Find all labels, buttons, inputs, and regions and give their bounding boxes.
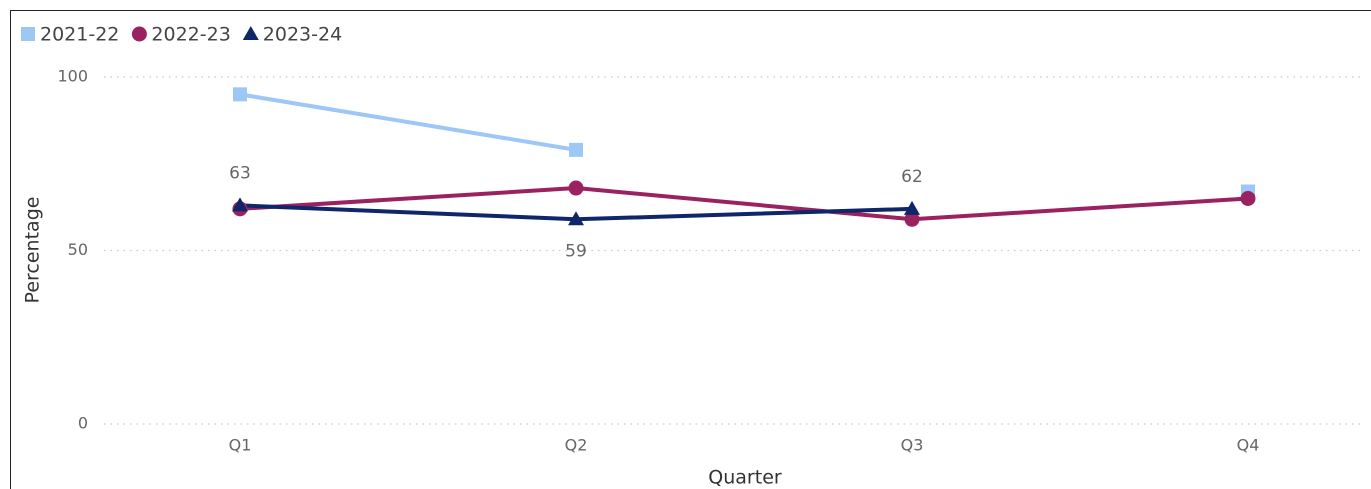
x-axis-title: Quarter (708, 467, 782, 489)
marker (904, 200, 920, 215)
data-label: 59 (565, 241, 587, 261)
x-tick-label: Q4 (1237, 436, 1260, 455)
legend-item: 2023-24 (242, 24, 342, 46)
y-tick-label: 50 (68, 240, 88, 259)
legend-item: 2021-22 (21, 24, 119, 46)
frame (10, 10, 1371, 489)
legend-label: 2021-22 (40, 24, 119, 46)
y-axis-title: Percentage (22, 197, 44, 304)
x-tick-label: Q3 (901, 436, 924, 455)
y-tick-label: 100 (57, 67, 88, 86)
data-label: 63 (229, 163, 251, 183)
marker (1240, 190, 1256, 206)
marker (568, 211, 584, 226)
marker (131, 26, 147, 42)
legend-item: 2022-23 (131, 24, 231, 46)
legend-label: 2022-23 (151, 24, 230, 46)
marker (233, 87, 247, 102)
marker (904, 211, 920, 227)
series-line (239, 186, 1249, 222)
marker (242, 26, 259, 40)
marker (569, 142, 583, 157)
marker (232, 197, 248, 212)
x-tick-label: Q2 (565, 436, 588, 455)
marker (21, 27, 35, 41)
series-line (240, 94, 1248, 191)
x-tick-label: Q1 (229, 436, 252, 455)
data-label: 62 (901, 167, 923, 187)
legend-label: 2023-24 (263, 24, 342, 46)
y-tick-label: 0 (78, 414, 88, 433)
marker (568, 180, 584, 196)
